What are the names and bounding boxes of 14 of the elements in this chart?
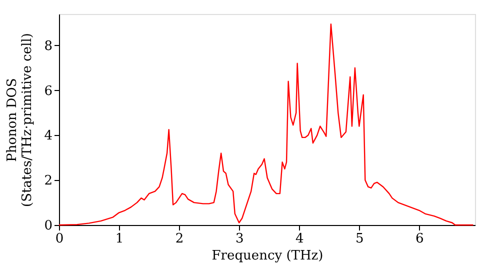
x-tick-label: 3 xyxy=(235,232,244,246)
x-tick-label: 4 xyxy=(295,232,304,246)
x-tick-label: 0 xyxy=(55,232,64,246)
x-tick-label: 5 xyxy=(356,232,364,246)
x-tick-label: 2 xyxy=(175,232,184,246)
y-tick-label: 8 xyxy=(44,38,52,54)
y-tick-label: 6 xyxy=(44,84,52,99)
x-tick-label: 6 xyxy=(416,232,424,246)
x-axis-title: Frequency (THz) xyxy=(212,248,324,264)
y-tick-label: 4 xyxy=(44,128,52,144)
y-tick-label: 2 xyxy=(44,174,52,189)
y-tick-label: 0 xyxy=(44,218,52,234)
y-axis-title: Phonon DOS (States/THz·primitive cell) xyxy=(5,32,36,208)
x-tick-label: 1 xyxy=(115,232,124,246)
